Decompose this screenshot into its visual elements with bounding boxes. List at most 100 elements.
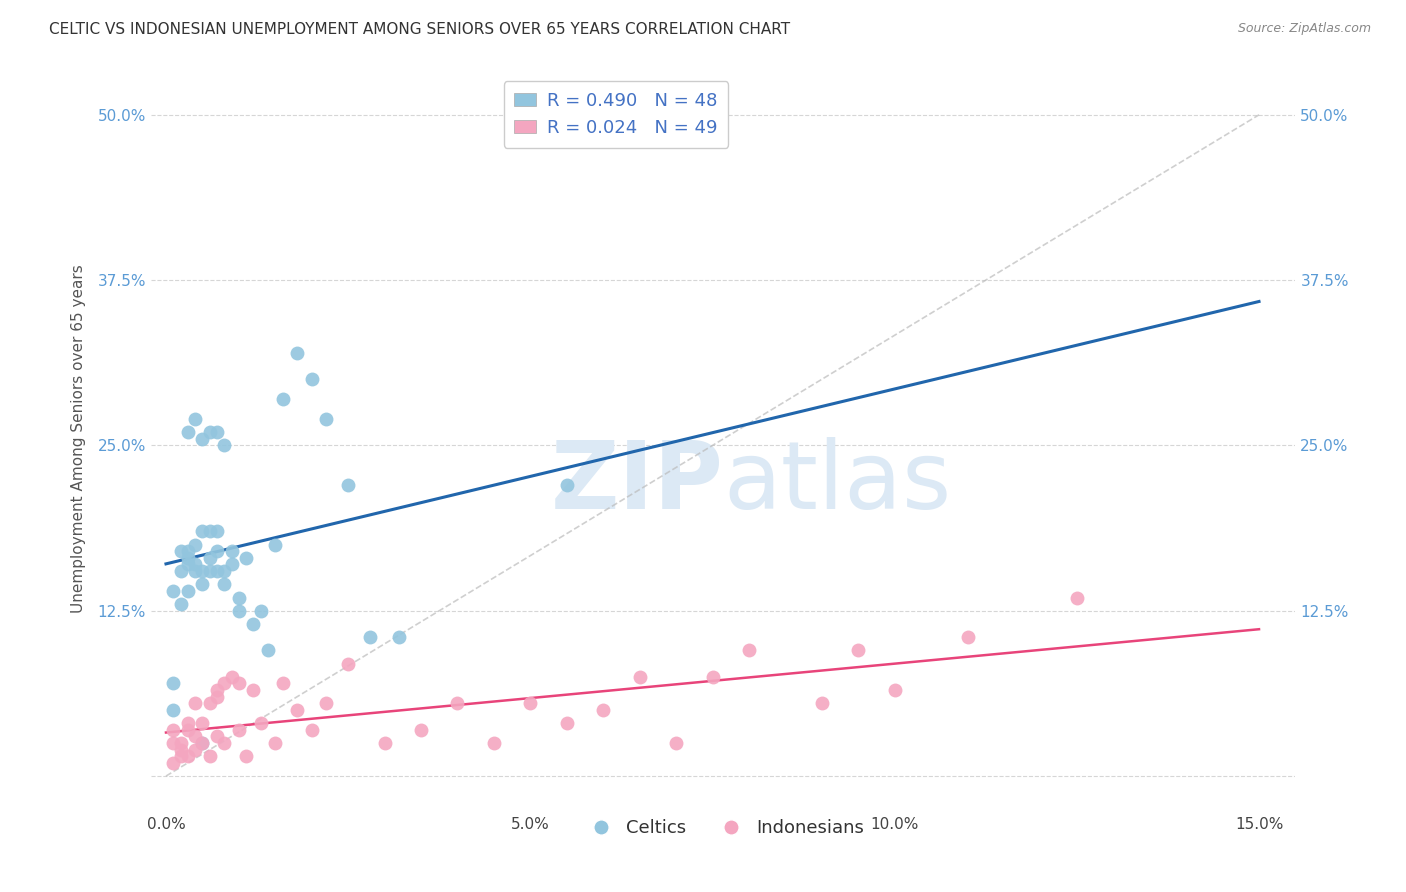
Point bbox=[228, 604, 250, 618]
Point bbox=[264, 538, 287, 552]
Point bbox=[169, 544, 191, 558]
Point bbox=[191, 736, 214, 750]
Point bbox=[198, 524, 221, 539]
Point bbox=[956, 630, 979, 644]
Point bbox=[235, 550, 257, 565]
Point bbox=[242, 617, 264, 632]
Point bbox=[191, 716, 214, 731]
Point bbox=[177, 544, 200, 558]
Point bbox=[228, 591, 250, 605]
Point bbox=[337, 478, 360, 492]
Point bbox=[555, 716, 578, 731]
Point bbox=[205, 544, 228, 558]
Point bbox=[374, 736, 396, 750]
Point bbox=[184, 412, 207, 426]
Point bbox=[738, 643, 761, 657]
Point bbox=[198, 749, 221, 764]
Point bbox=[214, 577, 236, 591]
Point bbox=[235, 749, 257, 764]
Point bbox=[482, 736, 505, 750]
Point bbox=[264, 736, 287, 750]
Point bbox=[184, 558, 207, 572]
Point bbox=[249, 716, 271, 731]
Point bbox=[214, 438, 236, 452]
Point bbox=[337, 657, 360, 671]
Point bbox=[184, 564, 207, 578]
Point bbox=[221, 558, 243, 572]
Point bbox=[592, 703, 614, 717]
Point bbox=[301, 723, 323, 737]
Point bbox=[257, 643, 280, 657]
Point bbox=[191, 736, 214, 750]
Text: atlas: atlas bbox=[724, 437, 952, 529]
Point bbox=[169, 564, 191, 578]
Point bbox=[198, 696, 221, 710]
Point bbox=[409, 723, 432, 737]
Point bbox=[301, 372, 323, 386]
Point bbox=[285, 346, 308, 360]
Point bbox=[285, 703, 308, 717]
Point bbox=[242, 683, 264, 698]
Point bbox=[177, 425, 200, 440]
Point bbox=[883, 683, 905, 698]
Point bbox=[214, 676, 236, 690]
Point bbox=[177, 716, 200, 731]
Point bbox=[214, 736, 236, 750]
Point bbox=[162, 703, 184, 717]
Point bbox=[184, 742, 207, 756]
Point bbox=[271, 676, 294, 690]
Point bbox=[169, 736, 191, 750]
Point bbox=[205, 524, 228, 539]
Point bbox=[184, 538, 207, 552]
Point bbox=[162, 676, 184, 690]
Point bbox=[205, 683, 228, 698]
Text: CELTIC VS INDONESIAN UNEMPLOYMENT AMONG SENIORS OVER 65 YEARS CORRELATION CHART: CELTIC VS INDONESIAN UNEMPLOYMENT AMONG … bbox=[49, 22, 790, 37]
Point bbox=[271, 392, 294, 406]
Point bbox=[315, 412, 337, 426]
Point bbox=[169, 742, 191, 756]
Point bbox=[184, 730, 207, 744]
Point bbox=[162, 723, 184, 737]
Point bbox=[228, 676, 250, 690]
Point bbox=[162, 583, 184, 598]
Point bbox=[177, 749, 200, 764]
Point bbox=[205, 690, 228, 704]
Point bbox=[214, 564, 236, 578]
Point bbox=[198, 425, 221, 440]
Legend: Celtics, Indonesians: Celtics, Indonesians bbox=[575, 812, 872, 845]
Point bbox=[177, 723, 200, 737]
Point bbox=[169, 749, 191, 764]
Point bbox=[665, 736, 688, 750]
Point bbox=[177, 558, 200, 572]
Point bbox=[315, 696, 337, 710]
Point bbox=[810, 696, 832, 710]
Point bbox=[205, 730, 228, 744]
Point bbox=[359, 630, 381, 644]
Point bbox=[177, 583, 200, 598]
Point bbox=[191, 524, 214, 539]
Point bbox=[221, 670, 243, 684]
Point bbox=[205, 564, 228, 578]
Y-axis label: Unemployment Among Seniors over 65 years: Unemployment Among Seniors over 65 years bbox=[72, 264, 86, 613]
Point bbox=[221, 544, 243, 558]
Point bbox=[249, 604, 271, 618]
Point bbox=[628, 670, 651, 684]
Point bbox=[162, 736, 184, 750]
Point bbox=[846, 643, 869, 657]
Text: ZIP: ZIP bbox=[551, 437, 724, 529]
Text: Source: ZipAtlas.com: Source: ZipAtlas.com bbox=[1237, 22, 1371, 36]
Point bbox=[184, 696, 207, 710]
Point bbox=[519, 696, 541, 710]
Point bbox=[177, 550, 200, 565]
Point bbox=[388, 630, 411, 644]
Point bbox=[1066, 591, 1088, 605]
Point bbox=[555, 478, 578, 492]
Point bbox=[169, 597, 191, 611]
Point bbox=[191, 432, 214, 446]
Point bbox=[702, 670, 724, 684]
Point bbox=[191, 577, 214, 591]
Point bbox=[191, 564, 214, 578]
Point bbox=[198, 564, 221, 578]
Point bbox=[446, 696, 468, 710]
Point bbox=[205, 425, 228, 440]
